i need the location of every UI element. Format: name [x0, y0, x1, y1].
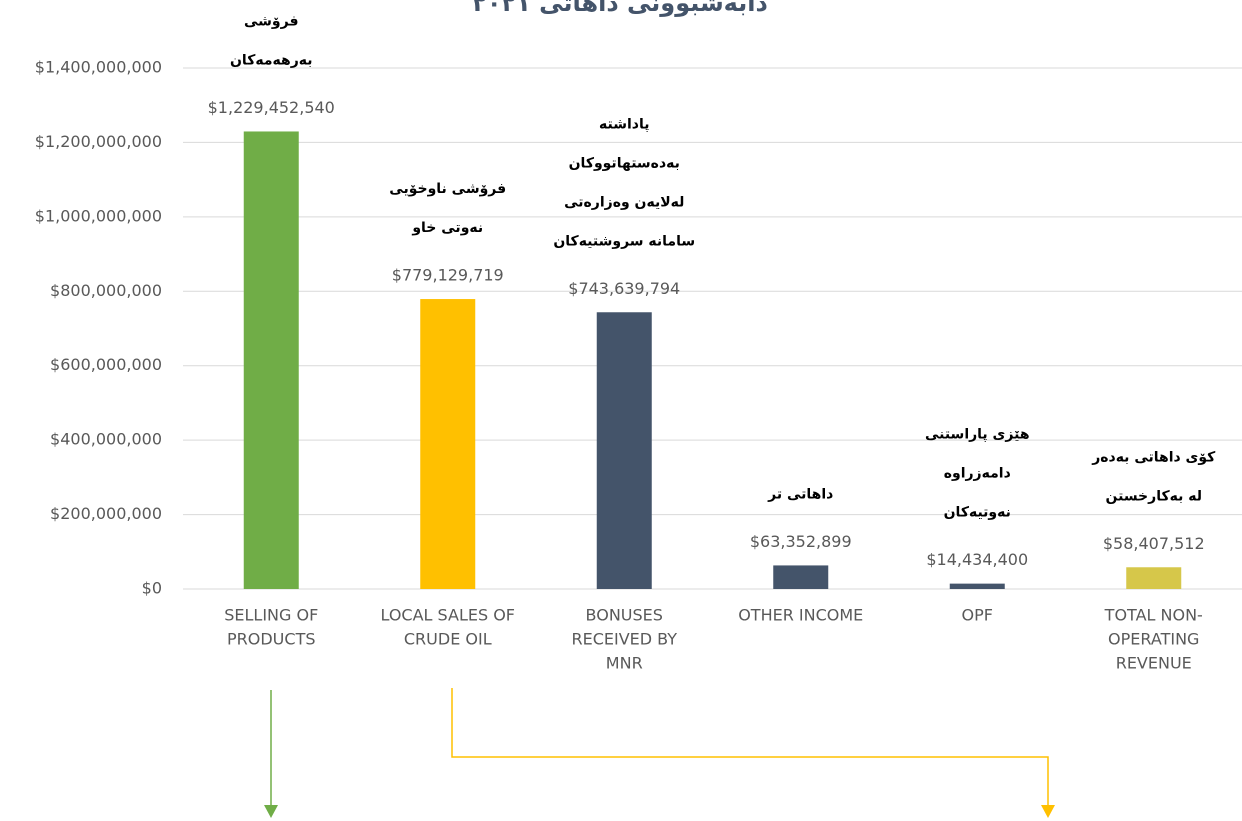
bar [420, 299, 476, 589]
data-label: $1,229,452,540 [208, 98, 335, 117]
annotation: سامانە سروشتیەکان [553, 233, 695, 249]
annotation: فرۆشی ناوخۆیی [389, 181, 506, 197]
y-tick-label: $1,400,000,000 [35, 58, 162, 77]
annotation: فرۆشی [244, 13, 299, 29]
y-tick-label: $800,000,000 [50, 281, 162, 300]
x-tick-label: TOTAL NON- [1104, 606, 1203, 625]
data-label: $779,129,719 [392, 266, 504, 285]
chart-title: دابەشبوونی داهاتی ٢٠٢١ [472, 0, 768, 17]
data-label: $743,639,794 [568, 279, 680, 298]
bar [243, 131, 299, 589]
x-tick-label: OTHER INCOME [738, 606, 863, 625]
data-label: $14,434,400 [926, 550, 1028, 569]
x-tick-label: CRUDE OIL [404, 630, 492, 649]
data-label: $58,407,512 [1103, 534, 1205, 553]
x-tick-label: OPF [962, 606, 993, 625]
y-tick-label: $1,000,000,000 [35, 206, 162, 225]
x-tick-label: OPERATING [1108, 630, 1199, 649]
x-tick-label: BONUSES [586, 606, 663, 625]
y-tick-label: $1,200,000,000 [35, 132, 162, 151]
annotation: داهاتی تر [767, 486, 833, 502]
annotation: بەدەستهاتووکان [569, 155, 680, 171]
annotation: پاداشتە [599, 116, 649, 132]
bar [949, 583, 1005, 589]
y-tick-label: $400,000,000 [50, 430, 162, 449]
x-tick-label: RECEIVED BY [571, 630, 677, 649]
y-tick-label: $0 [142, 579, 162, 598]
annotation: بەرهەمەکان [230, 52, 313, 68]
annotation: لە بەکارخستن [1106, 488, 1202, 504]
annotation: نەوتی خاو [411, 220, 483, 236]
x-tick-label: MNR [606, 654, 643, 673]
annotation: دامەزراوە [944, 466, 1011, 482]
arrow-head [1041, 805, 1055, 818]
annotation: کۆی داهاتی بەدەر [1091, 449, 1216, 465]
x-tick-label: REVENUE [1116, 654, 1192, 673]
y-tick-label: $200,000,000 [50, 504, 162, 523]
x-tick-label: SELLING OF [224, 606, 318, 625]
arrow-head [264, 805, 278, 818]
bar [1126, 567, 1182, 589]
annotation: لەلایەن وەزارەتی [564, 194, 684, 210]
arrow [451, 688, 1049, 808]
bar [596, 312, 652, 589]
bar [773, 565, 829, 589]
data-label: $63,352,899 [750, 532, 852, 551]
x-tick-label: PRODUCTS [227, 630, 316, 649]
x-tick-label: LOCAL SALES OF [380, 606, 515, 625]
y-tick-label: $600,000,000 [50, 355, 162, 374]
annotation: نەوتیەکان [944, 505, 1011, 521]
annotation: هێزی پاراستنی [925, 427, 1030, 443]
